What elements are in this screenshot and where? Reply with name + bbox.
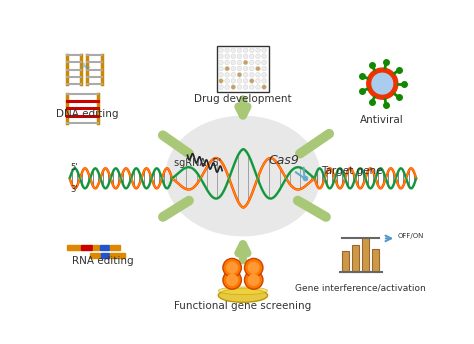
Circle shape [262,85,266,89]
Circle shape [223,258,241,277]
Circle shape [262,54,266,58]
Circle shape [231,79,236,83]
Circle shape [243,48,248,52]
Circle shape [367,68,398,99]
Circle shape [245,271,263,289]
Circle shape [227,275,237,286]
Circle shape [231,60,236,65]
Circle shape [249,79,254,83]
Circle shape [262,73,266,77]
Circle shape [237,85,242,89]
Circle shape [255,48,260,52]
Circle shape [227,262,237,273]
Circle shape [237,54,242,58]
Circle shape [255,54,260,58]
Bar [100,245,109,250]
Circle shape [237,79,242,83]
Circle shape [249,73,254,77]
Circle shape [249,54,254,58]
Circle shape [249,66,254,71]
Text: sgRNA  5': sgRNA 5' [174,158,221,168]
Circle shape [262,66,266,71]
Circle shape [219,85,223,89]
Circle shape [237,60,242,65]
Circle shape [243,85,248,89]
Bar [101,253,109,258]
Bar [66,245,81,250]
Circle shape [249,48,254,52]
Circle shape [243,54,248,58]
Circle shape [262,60,266,65]
Circle shape [237,73,242,77]
Text: Drug development: Drug development [194,94,292,104]
Bar [90,253,100,258]
Circle shape [231,66,236,71]
Text: Target gene: Target gene [321,166,382,176]
Bar [217,46,269,92]
Circle shape [219,48,223,52]
Circle shape [243,66,248,71]
Bar [372,249,379,272]
Circle shape [249,85,254,89]
Circle shape [262,48,266,52]
Text: DNA editing: DNA editing [56,109,118,119]
Circle shape [219,60,223,65]
Text: OFF/ON: OFF/ON [398,233,424,239]
Circle shape [225,85,229,89]
Text: RNA editing: RNA editing [72,256,134,266]
Circle shape [225,54,229,58]
Circle shape [245,258,263,277]
Circle shape [262,79,266,83]
Bar [93,245,99,250]
Circle shape [219,66,223,71]
Ellipse shape [219,289,267,302]
Circle shape [249,60,254,65]
Circle shape [219,79,223,83]
Circle shape [231,73,236,77]
Ellipse shape [219,287,267,294]
Circle shape [225,79,229,83]
Circle shape [225,60,229,65]
Circle shape [255,73,260,77]
Circle shape [225,48,229,52]
Text: ✂: ✂ [78,62,91,75]
Circle shape [219,54,223,58]
Bar [81,245,92,250]
Circle shape [248,275,259,286]
Circle shape [243,79,248,83]
Bar [109,245,120,250]
Ellipse shape [166,116,320,236]
Circle shape [255,79,260,83]
Circle shape [237,66,242,71]
Bar [352,245,359,272]
Bar [362,238,369,272]
Circle shape [225,73,229,77]
Circle shape [223,271,241,289]
Circle shape [231,48,236,52]
Text: Gene interference/activation: Gene interference/activation [295,284,426,293]
Text: 3': 3' [71,185,78,194]
Circle shape [372,73,392,94]
Circle shape [248,262,259,273]
Circle shape [231,54,236,58]
Circle shape [255,85,260,89]
Circle shape [243,73,248,77]
Text: Cas9: Cas9 [268,154,299,167]
Bar [342,251,349,272]
Circle shape [243,60,248,65]
Circle shape [225,66,229,71]
Circle shape [237,48,242,52]
Text: Antiviral: Antiviral [360,115,404,125]
Text: 5': 5' [71,163,78,172]
Text: Functional gene screening: Functional gene screening [174,301,311,311]
Circle shape [219,73,223,77]
Bar [109,253,125,258]
Circle shape [231,85,236,89]
Circle shape [255,60,260,65]
Circle shape [255,66,260,71]
